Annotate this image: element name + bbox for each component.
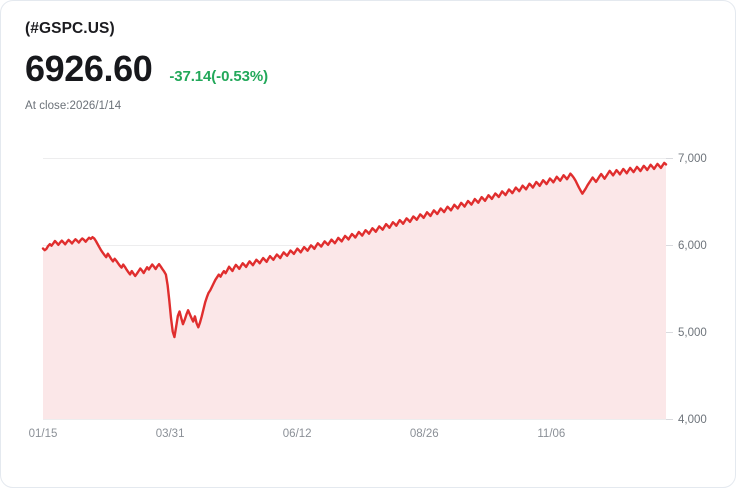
y-axis-labels: 7,000 6,000 5,000 4,000 bbox=[678, 153, 707, 426]
ticker-symbol: (#GSPC.US) bbox=[25, 20, 115, 37]
market-status: At close:2026/1/14 bbox=[25, 100, 122, 112]
x-axis-tick: 01/15 bbox=[29, 428, 58, 440]
y-axis-tick: 4,000 bbox=[678, 414, 707, 426]
price-area-fill bbox=[43, 162, 666, 419]
quote-header: (#GSPC.US) 6926.60 -37.14(-0.53%) At clo… bbox=[25, 19, 715, 112]
price-line bbox=[41, 161, 668, 339]
y-axis-tick: 6,000 bbox=[678, 240, 707, 252]
price-change: -37.14(-0.53%) bbox=[169, 68, 268, 85]
x-axis-tick: 03/31 bbox=[156, 428, 185, 440]
price-chart[interactable]: 7,000 6,000 5,000 4,000 01/15 03/31 06/12 08/2… bbox=[1, 133, 736, 453]
x-axis-labels: 01/15 03/31 06/12 08/26 11/06 bbox=[29, 428, 566, 440]
y-axis-tick: 7,000 bbox=[678, 153, 707, 165]
x-axis-tick: 11/06 bbox=[537, 428, 565, 440]
last-price: 6926.60 bbox=[25, 48, 153, 89]
x-axis-tick: 08/26 bbox=[410, 428, 439, 440]
quote-row: 6926.60 -37.14(-0.53%) bbox=[25, 48, 715, 90]
y-axis-tick: 5,000 bbox=[678, 327, 707, 339]
x-axis-tick: 06/12 bbox=[283, 428, 312, 440]
price-chart-svg[interactable]: 7,000 6,000 5,000 4,000 01/15 03/31 06/12 08/2… bbox=[1, 133, 736, 453]
